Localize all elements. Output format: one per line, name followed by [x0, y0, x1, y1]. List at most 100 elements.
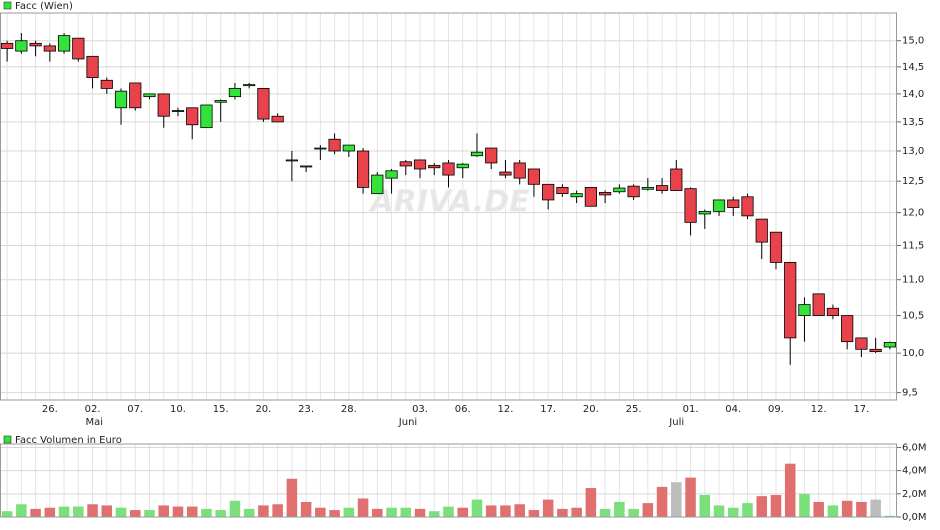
candle-body — [527, 168, 541, 185]
y-tick-label: 12,0 — [902, 208, 924, 219]
y-tick-label: 10,0 — [902, 348, 924, 359]
candle-body — [741, 196, 754, 217]
candle-body — [271, 115, 284, 123]
volume-bar — [315, 507, 326, 517]
y-tick-label: 9,5 — [902, 388, 918, 399]
volume-bar — [144, 510, 155, 517]
candle-body — [200, 104, 213, 129]
y-tick-label: 14,0 — [902, 89, 924, 100]
candle-body — [186, 107, 199, 126]
volume-bar — [229, 500, 241, 517]
candle-body — [883, 342, 896, 348]
volume-bar — [215, 510, 226, 517]
candle-body — [100, 79, 113, 89]
x-tick-label: 17. — [540, 404, 556, 415]
volume-bar — [870, 499, 881, 517]
candle-body — [29, 42, 42, 47]
candle-body — [399, 161, 412, 167]
volume-bar — [443, 506, 454, 517]
candle-body — [129, 82, 142, 109]
y-tick-label: 14,5 — [902, 62, 924, 73]
legend-label: Facc (Wien) — [15, 1, 73, 12]
volume-bar — [400, 507, 412, 517]
candle-body — [698, 210, 711, 215]
x-tick-label: 03. — [412, 404, 428, 415]
candle-body — [570, 193, 583, 198]
candle-body — [584, 187, 597, 207]
candle-body — [57, 35, 71, 52]
candle-body — [356, 150, 370, 188]
candle-body — [613, 187, 626, 193]
volume-bar — [557, 508, 568, 517]
volume-bar — [129, 510, 141, 517]
volume-bar — [386, 507, 397, 517]
candle-body — [869, 348, 882, 353]
candle-body — [727, 199, 740, 208]
candle-body — [300, 165, 313, 168]
candle-body — [513, 162, 526, 179]
x-tick-label: 02. — [85, 404, 101, 415]
y-tick-label: 12,5 — [902, 176, 924, 187]
y-tick-label: 10,5 — [902, 311, 924, 322]
candle-body — [599, 191, 612, 196]
volume-bar — [742, 503, 753, 517]
volume-bar — [272, 504, 283, 517]
x-tick-label: 01. — [683, 404, 699, 415]
x-tick-label: 20. — [255, 404, 271, 415]
candle-body — [826, 307, 840, 316]
candle-body — [798, 304, 811, 316]
x-tick-label: 25. — [626, 404, 642, 415]
candle-body — [114, 90, 128, 109]
volume-bar — [30, 508, 41, 517]
x-tick-label: 20. — [583, 404, 599, 415]
candle-body — [86, 55, 99, 78]
volume-bar — [614, 501, 625, 517]
volume-bar — [599, 508, 611, 517]
volume-bar — [243, 508, 255, 517]
y-tick-label: 15,0 — [902, 36, 924, 47]
volume-bar — [770, 494, 782, 517]
volume-bar — [500, 505, 511, 517]
volume-bar — [457, 507, 469, 517]
y-tick-label: 0,0M — [902, 512, 927, 523]
volume-bar — [571, 507, 582, 517]
volume-bar — [115, 507, 127, 517]
candle-body — [841, 315, 854, 343]
volume-bar — [172, 506, 184, 517]
x-tick-label: 12. — [497, 404, 513, 415]
volume-bar — [414, 508, 426, 517]
candle-body — [157, 93, 170, 117]
volume-bar — [343, 507, 355, 517]
candle-body — [143, 93, 156, 98]
volume-bar — [158, 505, 170, 517]
volume-bar — [471, 499, 483, 517]
volume-bar — [671, 482, 682, 517]
volume-bar — [258, 505, 269, 517]
candle-body — [812, 293, 825, 316]
volume-bar — [799, 493, 810, 517]
x-tick-label: 09. — [768, 404, 784, 415]
month-label: Juni — [398, 417, 417, 428]
legend-swatch — [3, 435, 12, 444]
candle-body — [72, 37, 85, 60]
candle-body — [684, 188, 697, 223]
plot-frame — [0, 443, 897, 518]
candle-body — [670, 168, 683, 191]
volume-bar — [73, 506, 84, 517]
candle-body — [328, 138, 341, 152]
y-tick-label: 13,5 — [902, 117, 924, 128]
x-tick-label: 17. — [853, 404, 869, 415]
candle-body — [171, 110, 185, 112]
volume-bar — [756, 496, 768, 517]
volume-bar — [642, 503, 654, 517]
volume-bar — [485, 505, 497, 517]
volume-bar — [727, 507, 739, 517]
volume-bar — [884, 515, 896, 517]
volume-bar — [101, 505, 113, 517]
volume-bar — [542, 499, 554, 517]
y-tick-label: 4,0M — [902, 466, 927, 477]
volume-bar — [357, 498, 369, 517]
volume-bar — [699, 494, 711, 517]
candle-body — [43, 45, 56, 52]
